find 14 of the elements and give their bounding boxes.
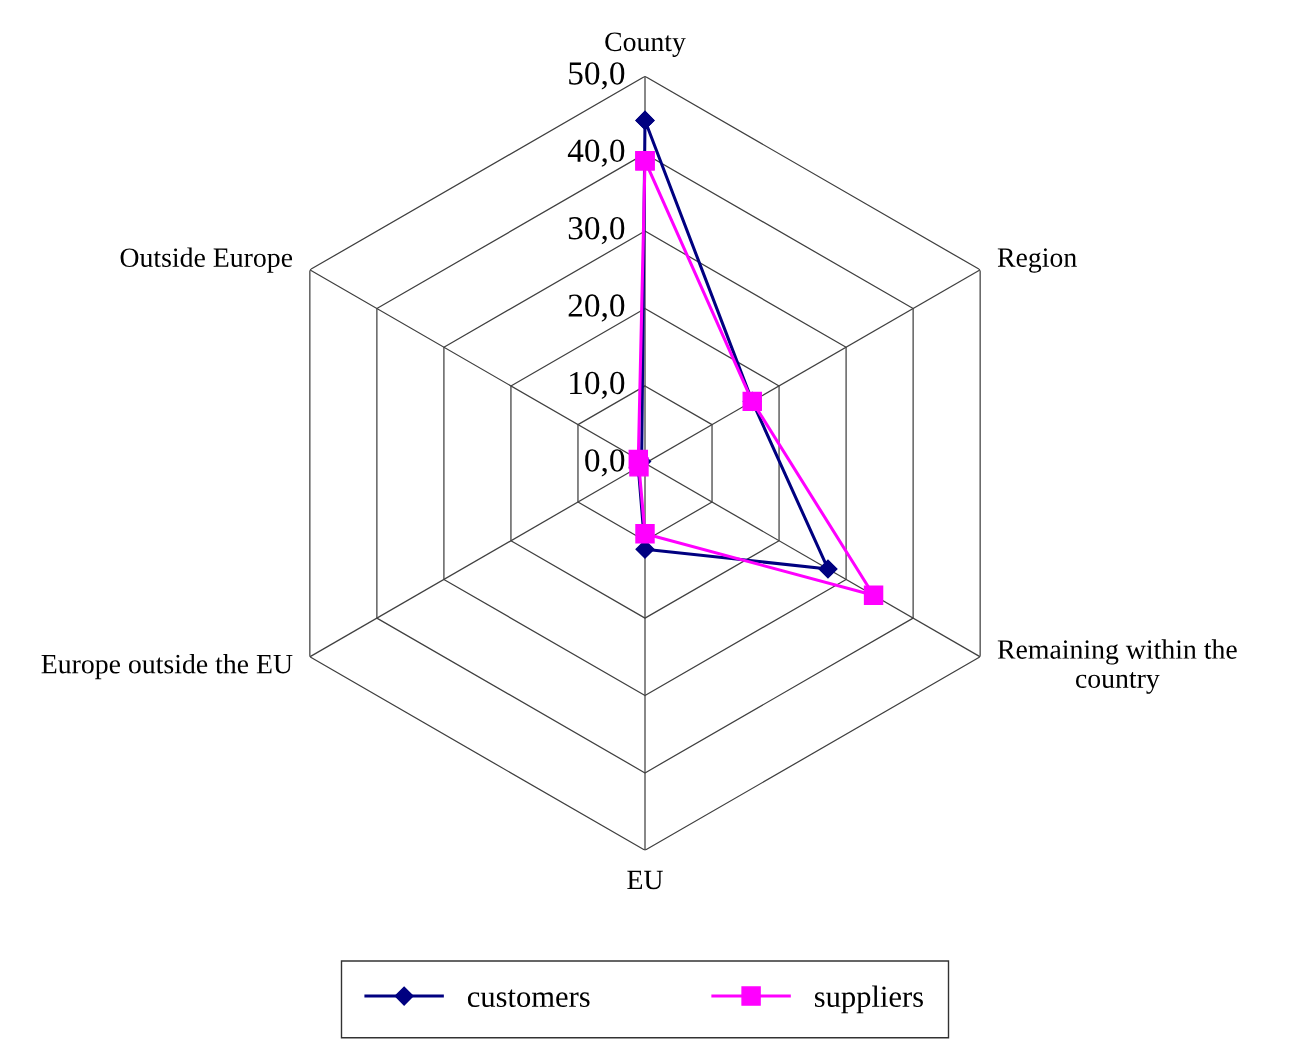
y-tick-label: 0,0 xyxy=(585,449,625,477)
legend-label: customers xyxy=(467,989,590,1008)
y-tick-label: 50,0 xyxy=(569,62,625,90)
y-tick-label: 20,0 xyxy=(568,294,625,322)
spoke-label: County xyxy=(605,32,686,57)
spoke-label: Outside Europe xyxy=(120,247,293,273)
y-tick-label: 40,0 xyxy=(567,139,625,167)
spoke-label: Europe outside the EU xyxy=(41,653,293,680)
y-tick-label: 10,0 xyxy=(570,371,625,400)
y-tick-label: 30,0 xyxy=(568,216,625,245)
spoke-label: Remaining within the country xyxy=(997,639,1237,694)
spoke-label: Region xyxy=(997,248,1077,273)
legend-label: suppliers xyxy=(814,985,923,1014)
spoke-label: EU xyxy=(627,870,663,890)
